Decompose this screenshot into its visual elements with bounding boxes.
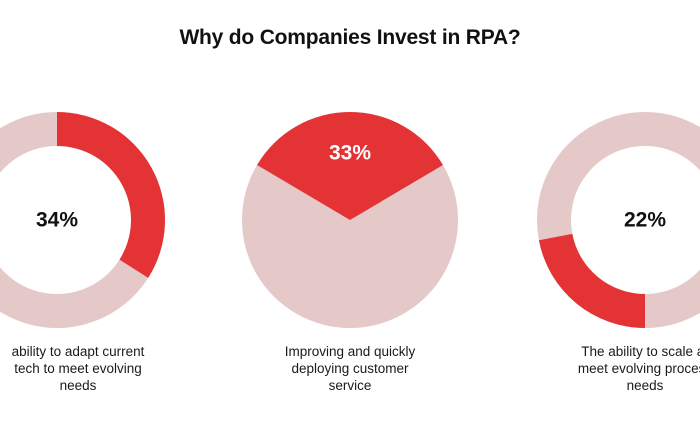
caption-line: Improving and quickly [284,344,416,359]
percent-label: 34% [36,209,78,232]
caption-line: needs [626,378,664,393]
caption-line: needs [59,378,97,393]
percent-label: 33% [329,142,371,165]
chart-1: 34% [0,112,165,328]
caption-line: The ability to scale ar [581,344,700,359]
slice-value [538,233,645,328]
caption-chart-3: The ability to scale ar meet evolving pr… [550,343,700,394]
caption-chart-1: ability to adapt current tech to meet ev… [0,343,173,394]
chart-title: Why do Companies Invest in RPA? [179,26,521,49]
caption-line: deploying customer [291,361,409,376]
chart-2: 33% [241,111,458,328]
slice-value [57,112,165,278]
caption-line: service [328,378,372,393]
caption-line: tech to meet evolving [14,361,142,376]
caption-line: ability to adapt current [11,344,145,359]
percent-label: 22% [624,209,666,232]
caption-line: meet evolving process [577,361,700,376]
slice-value [257,111,443,220]
caption-chart-2: Improving and quickly deploying customer… [255,343,445,394]
chart-3: 22% [537,112,700,328]
